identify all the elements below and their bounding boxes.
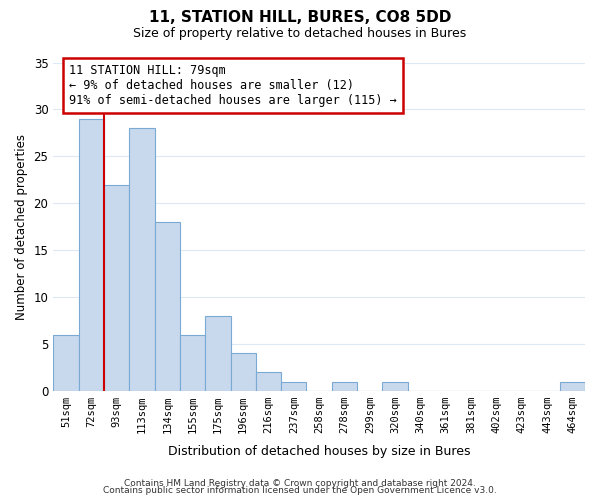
- Bar: [382, 382, 408, 391]
- Bar: [560, 382, 585, 391]
- Bar: [180, 334, 205, 391]
- X-axis label: Distribution of detached houses by size in Bures: Distribution of detached houses by size …: [168, 444, 470, 458]
- Bar: [53, 334, 79, 391]
- Bar: [205, 316, 230, 391]
- Bar: [104, 184, 129, 391]
- Text: 11, STATION HILL, BURES, CO8 5DD: 11, STATION HILL, BURES, CO8 5DD: [149, 10, 451, 25]
- Bar: [79, 119, 104, 391]
- Text: Size of property relative to detached houses in Bures: Size of property relative to detached ho…: [133, 28, 467, 40]
- Text: Contains public sector information licensed under the Open Government Licence v3: Contains public sector information licen…: [103, 486, 497, 495]
- Bar: [281, 382, 307, 391]
- Bar: [129, 128, 155, 391]
- Bar: [332, 382, 357, 391]
- Y-axis label: Number of detached properties: Number of detached properties: [15, 134, 28, 320]
- Bar: [155, 222, 180, 391]
- Bar: [230, 354, 256, 391]
- Text: Contains HM Land Registry data © Crown copyright and database right 2024.: Contains HM Land Registry data © Crown c…: [124, 478, 476, 488]
- Bar: [256, 372, 281, 391]
- Text: 11 STATION HILL: 79sqm
← 9% of detached houses are smaller (12)
91% of semi-deta: 11 STATION HILL: 79sqm ← 9% of detached …: [69, 64, 397, 107]
